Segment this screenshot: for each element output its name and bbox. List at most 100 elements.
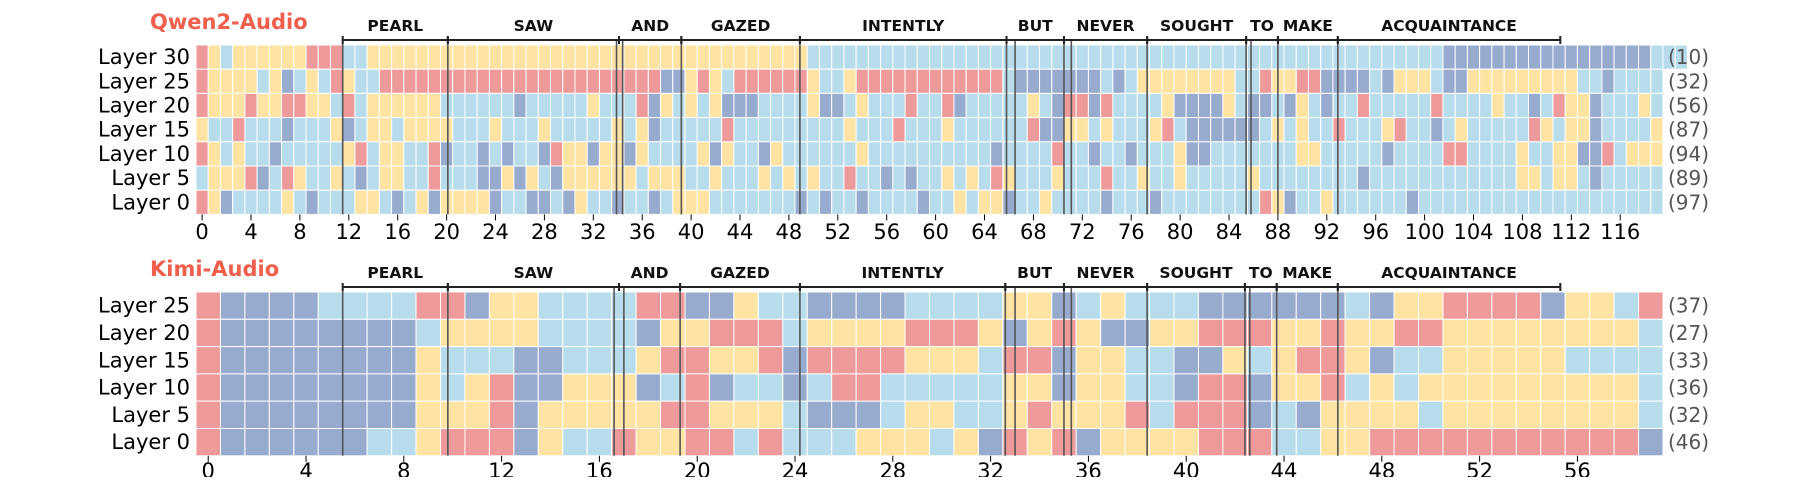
heatmap-cell bbox=[1381, 68, 1395, 94]
heatmap-cell bbox=[770, 141, 784, 167]
heatmap-cell bbox=[794, 92, 808, 119]
heatmap-cell bbox=[977, 92, 992, 119]
heatmap-cell bbox=[904, 68, 918, 94]
heatmap-cell bbox=[977, 44, 992, 70]
heatmap-cell bbox=[1124, 92, 1138, 119]
layer-label: Layer 5 bbox=[111, 166, 190, 190]
heatmap-cell bbox=[1014, 117, 1028, 143]
x-tick-label: 24 bbox=[482, 220, 509, 244]
heatmap-cell bbox=[782, 44, 796, 70]
heatmap-cell bbox=[268, 318, 295, 348]
heatmap-cell bbox=[550, 165, 564, 191]
x-tick-label: 4 bbox=[244, 220, 257, 244]
heatmap-cell bbox=[1613, 400, 1640, 430]
heatmap-cell bbox=[806, 400, 833, 430]
layer-count: (97) bbox=[1668, 190, 1709, 214]
heatmap-cell bbox=[647, 165, 662, 191]
heatmap-cell bbox=[1564, 400, 1591, 430]
x-tick-label: 4 bbox=[299, 459, 312, 477]
heatmap-cell bbox=[904, 400, 930, 430]
heatmap-cell bbox=[501, 189, 515, 215]
layer-count: (87) bbox=[1668, 118, 1709, 142]
heatmap-cell bbox=[1173, 117, 1187, 143]
heatmap-cell bbox=[244, 400, 270, 430]
heatmap-cell bbox=[281, 44, 295, 70]
heatmap-cell bbox=[562, 373, 588, 402]
heatmap-cell bbox=[916, 141, 930, 167]
heatmap-cell bbox=[867, 68, 882, 94]
heatmap-cell bbox=[1100, 117, 1114, 143]
heatmap-cell bbox=[1075, 318, 1102, 348]
heatmap-cell bbox=[476, 189, 490, 215]
heatmap-cell bbox=[342, 373, 368, 402]
panel-title: Qwen2-Audio bbox=[150, 10, 308, 34]
heatmap-cell bbox=[1589, 44, 1603, 70]
heatmap-cell bbox=[219, 117, 234, 143]
heatmap-cell bbox=[1063, 68, 1077, 94]
heatmap-cell bbox=[1491, 373, 1517, 402]
heatmap-cell bbox=[1307, 117, 1322, 143]
x-axis-ticks: 0 4 8 12 16 20 24 28 32 36 40 44 48 52 56 bbox=[202, 455, 1591, 481]
heatmap-cell bbox=[1344, 141, 1358, 167]
heatmap-cell bbox=[745, 165, 759, 191]
heatmap-cell bbox=[770, 117, 784, 143]
heatmap-cell bbox=[1442, 117, 1456, 143]
heatmap-cell bbox=[403, 44, 417, 70]
heatmap-cell bbox=[1173, 318, 1199, 348]
heatmap-cell bbox=[733, 92, 747, 119]
heatmap-cell bbox=[550, 189, 564, 215]
heatmap-cell bbox=[1552, 189, 1566, 215]
heatmap-cell bbox=[329, 189, 344, 215]
heatmap-cell bbox=[232, 189, 246, 215]
heatmap-cell bbox=[831, 141, 845, 167]
heatmap-cell bbox=[391, 346, 417, 375]
heatmap-cell bbox=[562, 189, 576, 215]
x-tick-label: 64 bbox=[971, 220, 998, 244]
heatmap-cell bbox=[880, 428, 906, 457]
heatmap-cell bbox=[990, 141, 1004, 167]
heatmap-cell bbox=[941, 68, 955, 94]
heatmap-cell bbox=[1589, 68, 1603, 94]
heatmap-cell bbox=[440, 428, 466, 457]
heatmap-cell bbox=[1100, 346, 1126, 375]
heatmap-cell bbox=[317, 291, 344, 320]
heatmap-cell bbox=[415, 318, 441, 348]
heatmap-cell bbox=[1418, 68, 1432, 94]
heatmap-cell bbox=[378, 117, 393, 143]
x-tick-label: 24 bbox=[782, 459, 809, 477]
heatmap-cell bbox=[219, 318, 246, 348]
heatmap-cell bbox=[1039, 189, 1053, 215]
heatmap-cell bbox=[1210, 68, 1224, 94]
heatmap-cell bbox=[586, 68, 600, 94]
heatmap-cell bbox=[953, 92, 967, 119]
heatmap-cell bbox=[867, 189, 882, 215]
heatmap-cell bbox=[1124, 141, 1138, 167]
heatmap-cell bbox=[525, 44, 539, 70]
heatmap-cell bbox=[708, 165, 723, 191]
heatmap-cell bbox=[1613, 318, 1640, 348]
heatmap-cell bbox=[1295, 141, 1309, 167]
heatmap-cell bbox=[1564, 189, 1578, 215]
heatmap-cell bbox=[1356, 117, 1371, 143]
heatmap-cell bbox=[268, 346, 295, 375]
heatmap-cell bbox=[562, 318, 588, 348]
heatmap-cell bbox=[1479, 92, 1493, 119]
heatmap-cell bbox=[660, 189, 674, 215]
heatmap-cell bbox=[806, 68, 820, 94]
heatmap-cell bbox=[1246, 400, 1273, 430]
heatmap-cell bbox=[1638, 68, 1652, 94]
word-spans: PEARL SAW AND GAZED INTENTLY BUT NEVER SOUGHT TO… bbox=[341, 264, 1562, 291]
heatmap-cell bbox=[1295, 346, 1322, 375]
heatmap-cell bbox=[1014, 92, 1028, 119]
heatmap-cell bbox=[1405, 165, 1419, 191]
heatmap-cell bbox=[1638, 346, 1664, 375]
word-label: BUT bbox=[1018, 17, 1053, 35]
heatmap-cell bbox=[440, 291, 466, 320]
heatmap-cell bbox=[1479, 141, 1493, 167]
heatmap-cell bbox=[892, 165, 906, 191]
heatmap-cell bbox=[1638, 92, 1652, 119]
heatmap-cell bbox=[1026, 117, 1041, 143]
heatmap-cell bbox=[708, 373, 735, 402]
heatmap-cell bbox=[195, 165, 209, 191]
heatmap-cell bbox=[1124, 189, 1138, 215]
